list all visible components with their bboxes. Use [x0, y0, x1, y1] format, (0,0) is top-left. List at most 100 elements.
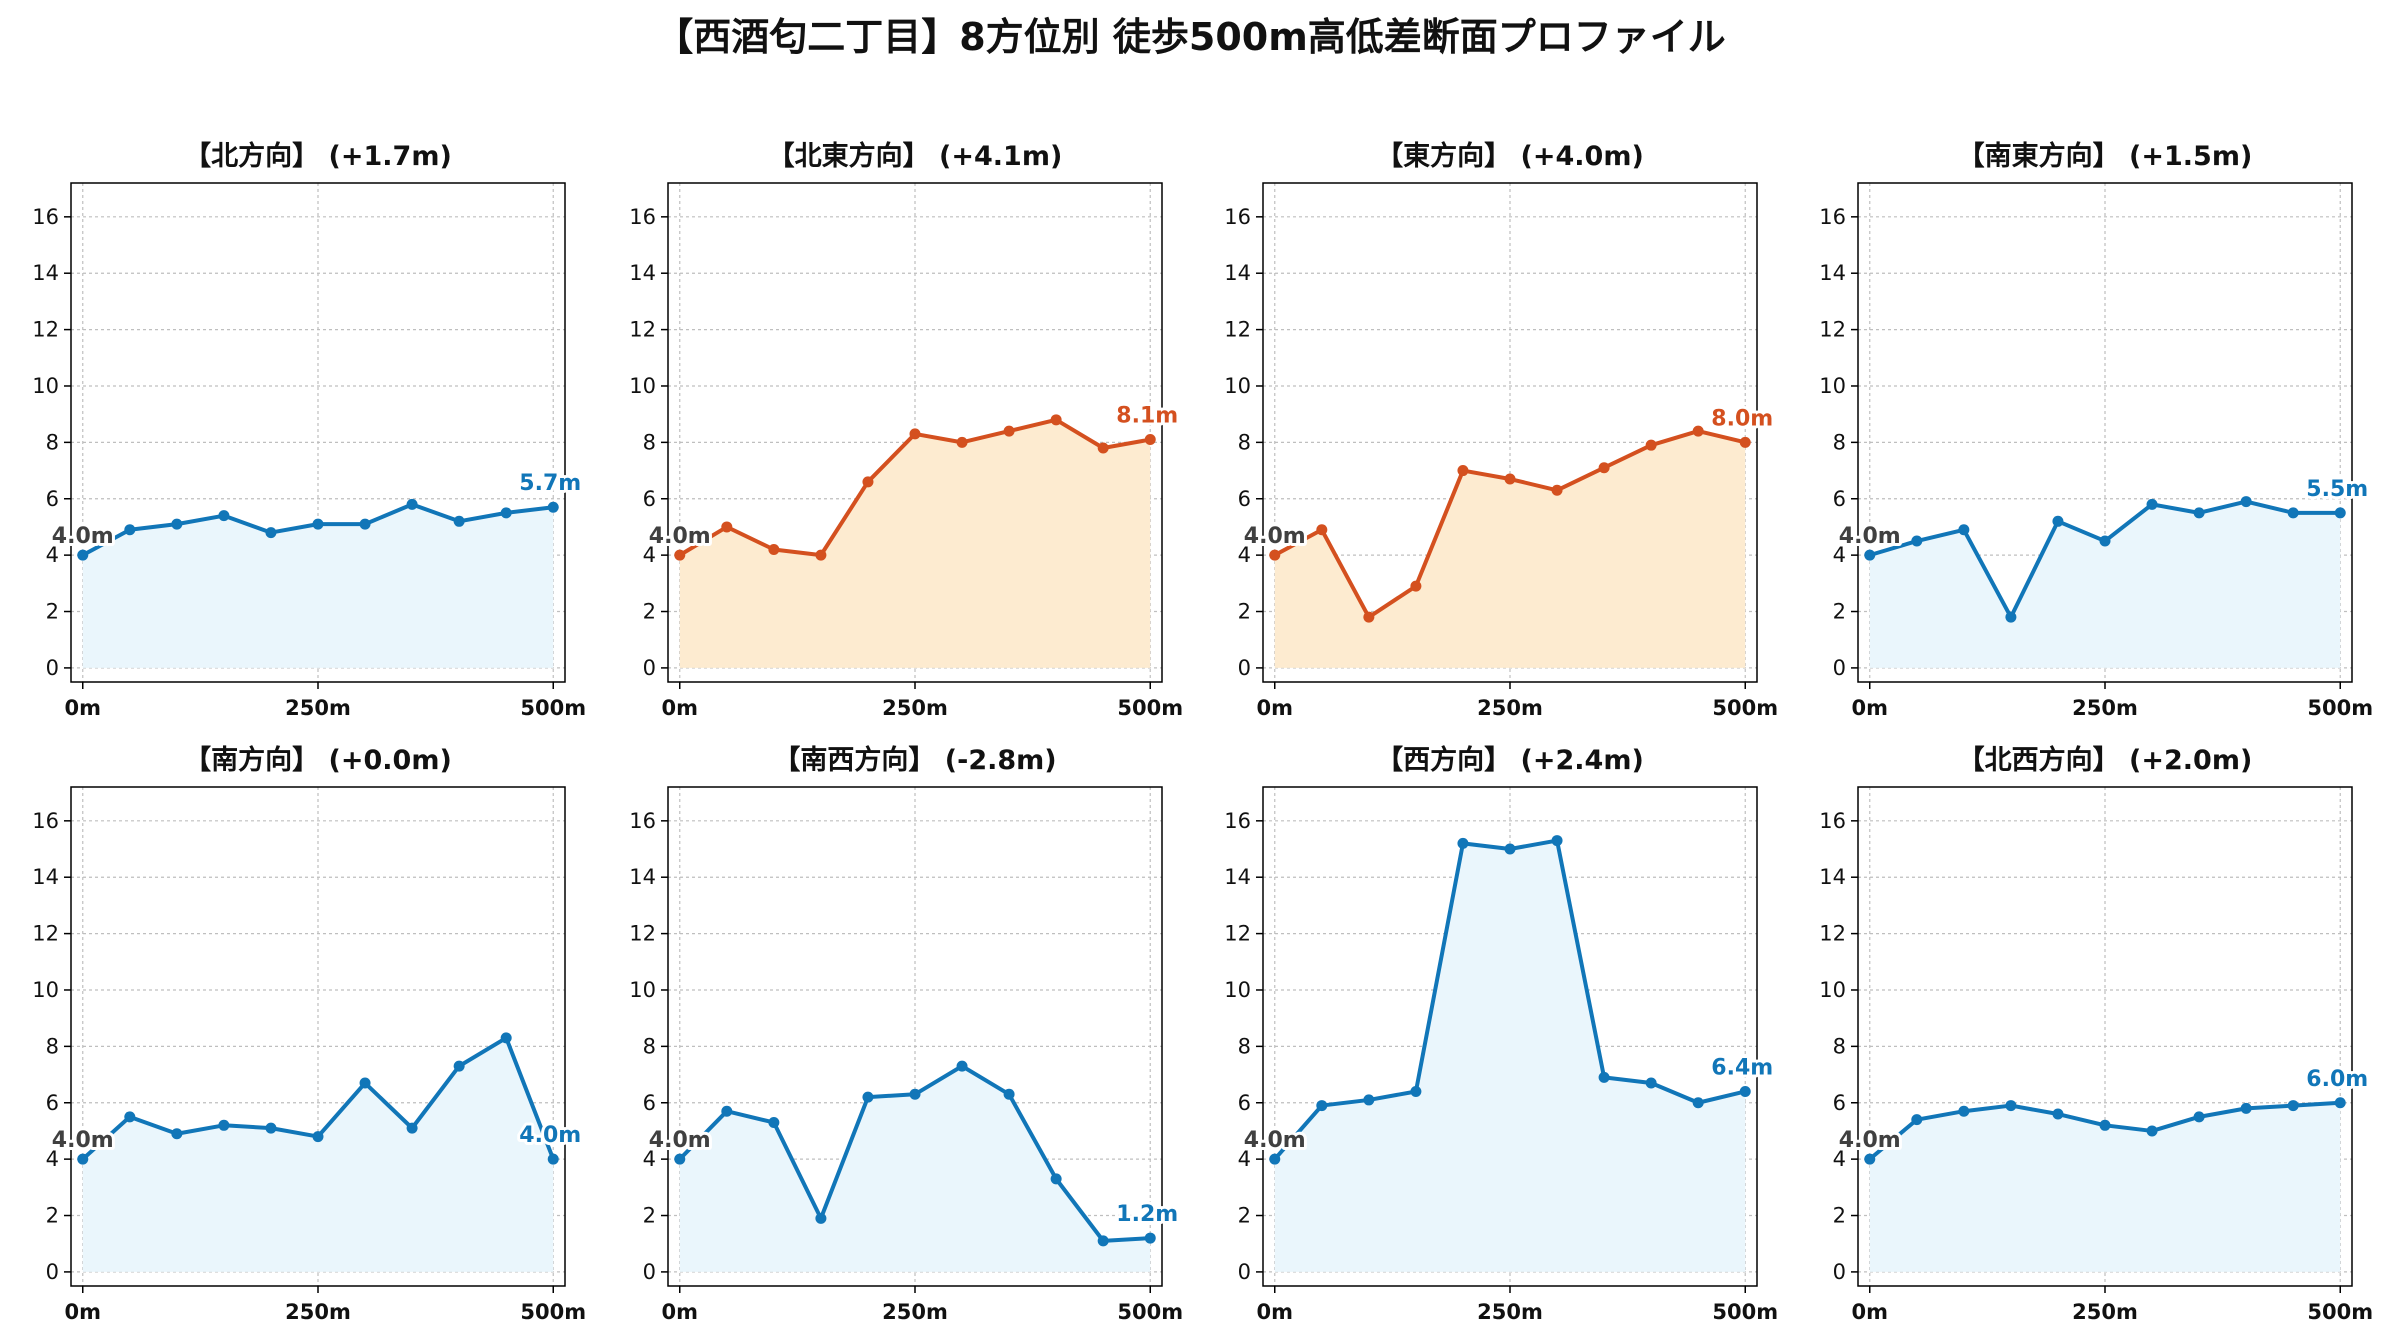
chart-0-x-tick-label: 500m [520, 696, 586, 720]
chart-5-point [909, 1088, 921, 1100]
chart-3-point [2005, 611, 2017, 623]
chart-1-point [768, 543, 780, 555]
chart-5-x-tick-label: 250m [882, 1300, 948, 1324]
chart-3-y-tick-label: 12 [1819, 318, 1846, 342]
chart-2-y-tick-label: 2 [1238, 600, 1251, 624]
chart-0-point [171, 518, 183, 530]
chart-2-x-tick-label: 250m [1477, 696, 1543, 720]
chart-1-title: 【北東方向】 (+4.1m) [768, 140, 1063, 172]
chart-5-point [674, 1153, 686, 1165]
chart-7-point [1958, 1105, 1970, 1117]
chart-4-x-tick-label: 250m [285, 1300, 351, 1324]
chart-3-point [2146, 498, 2158, 510]
chart-2-point [1316, 524, 1328, 536]
chart-5-area-fill [679, 1066, 1151, 1272]
chart-1-y-tick-label: 2 [643, 600, 656, 624]
chart-4-title: 【南方向】 (+0.0m) [184, 744, 452, 776]
chart-0-point [547, 501, 559, 513]
chart-4-point [500, 1032, 512, 1044]
chart-3-area-fill [1869, 501, 2341, 668]
chart-6-point [1551, 835, 1563, 847]
chart-1-point [862, 476, 874, 488]
chart-1-point [1144, 434, 1156, 446]
chart-7-y-tick-label: 6 [1833, 1091, 1846, 1115]
chart-6-y-tick-label: 6 [1238, 1091, 1251, 1115]
chart-4-panel: 【南方向】 (+0.0m) 0 2 4 6 8 10 12 14 16 0m 250m 500m 4.0m… [32, 744, 586, 1324]
chart-0-y-tick-label: 12 [32, 318, 59, 342]
chart-5-y-tick-label: 2 [643, 1204, 656, 1228]
chart-6-point [1645, 1077, 1657, 1089]
chart-5-point [1097, 1235, 1109, 1247]
chart-4-y-tick-label: 6 [46, 1091, 59, 1115]
chart-1-point [815, 549, 827, 561]
chart-3-y-tick-label: 6 [1833, 487, 1846, 511]
chart-0-point [500, 507, 512, 519]
chart-5-y-tick-label: 12 [629, 922, 656, 946]
chart-6-point [1410, 1085, 1422, 1097]
chart-2-panel: 【東方向】 (+4.0m) 0 2 4 6 8 10 12 14 16 0m 250m 500m 4.0m… [1224, 140, 1778, 720]
chart-5-y-tick-label: 16 [629, 809, 656, 833]
chart-7-point [2240, 1102, 2252, 1114]
chart-0-point [453, 515, 465, 527]
chart-2-y-tick-label: 4 [1238, 543, 1251, 567]
chart-1-point [909, 428, 921, 440]
chart-1-panel: 【北東方向】 (+4.1m) 0 2 4 6 8 10 12 14 16 0m 250m 500m 4.0… [629, 140, 1183, 720]
chart-2-end-label: 8.0m [1711, 406, 1773, 431]
chart-6-x-tick-label: 500m [1712, 1300, 1778, 1324]
chart-6-point [1316, 1100, 1328, 1112]
chart-0-y-tick-label: 16 [32, 205, 59, 229]
chart-5-point [815, 1212, 827, 1224]
chart-2-y-tick-label: 0 [1238, 656, 1251, 680]
chart-4-y-tick-label: 12 [32, 922, 59, 946]
chart-4-y-tick-label: 10 [32, 978, 59, 1002]
chart-1-area-fill [679, 419, 1151, 668]
chart-5-point [721, 1105, 733, 1117]
chart-0-panel: 【北方向】 (+1.7m) 0 2 4 6 8 10 12 14 16 0m 250m 500m 4.0m… [32, 140, 586, 720]
chart-6-y-tick-label: 8 [1238, 1034, 1251, 1058]
chart-0-start-label: 4.0m [52, 524, 114, 549]
chart-4-point [265, 1122, 277, 1134]
chart-2-y-tick-label: 12 [1224, 318, 1251, 342]
chart-0-point [265, 527, 277, 539]
chart-1-x-tick-label: 0m [662, 696, 699, 720]
chart-5-y-tick-label: 10 [629, 978, 656, 1002]
chart-5-x-tick-label: 0m [662, 1300, 699, 1324]
chart-1-point [721, 521, 733, 533]
chart-4-point [218, 1119, 230, 1131]
chart-7-point [2287, 1100, 2299, 1112]
chart-2-start-label: 4.0m [1244, 524, 1306, 549]
chart-6-title: 【西方向】 (+2.4m) [1376, 744, 1644, 776]
chart-6-y-tick-label: 12 [1224, 922, 1251, 946]
chart-3-x-tick-label: 500m [2307, 696, 2373, 720]
chart-0-y-tick-label: 2 [46, 600, 59, 624]
chart-4-point [77, 1153, 89, 1165]
chart-6-start-label: 4.0m [1244, 1128, 1306, 1153]
chart-6-y-tick-label: 2 [1238, 1204, 1251, 1228]
chart-1-y-tick-label: 12 [629, 318, 656, 342]
chart-1-point [1050, 414, 1062, 426]
chart-2-y-tick-label: 14 [1224, 261, 1251, 285]
chart-2-point [1598, 462, 1610, 474]
chart-2-point [1457, 465, 1469, 477]
chart-7-point [2005, 1100, 2017, 1112]
chart-3-end-label: 5.5m [2306, 477, 2368, 502]
chart-6-point [1504, 843, 1516, 855]
chart-2-point [1551, 484, 1563, 496]
chart-1-y-tick-label: 4 [643, 543, 656, 567]
chart-5-end-label: 1.2m [1116, 1202, 1178, 1227]
chart-0-x-tick-label: 250m [285, 696, 351, 720]
chart-0-y-tick-label: 8 [46, 430, 59, 454]
chart-7-x-tick-label: 500m [2307, 1300, 2373, 1324]
chart-2-point [1739, 436, 1751, 448]
chart-6-point [1457, 837, 1469, 849]
chart-7-panel: 【北西方向】 (+2.0m) 0 2 4 6 8 10 12 14 16 0m 250m 500m 4.0… [1819, 744, 2373, 1324]
chart-4-point [359, 1077, 371, 1089]
chart-2-point [1504, 473, 1516, 485]
chart-7-point [2146, 1125, 2158, 1137]
chart-3-x-tick-label: 0m [1852, 696, 1889, 720]
chart-5-x-tick-label: 500m [1117, 1300, 1183, 1324]
chart-0-y-tick-label: 10 [32, 374, 59, 398]
chart-3-start-label: 4.0m [1839, 524, 1901, 549]
chart-7-y-tick-label: 16 [1819, 809, 1846, 833]
chart-7-point [2334, 1097, 2346, 1109]
